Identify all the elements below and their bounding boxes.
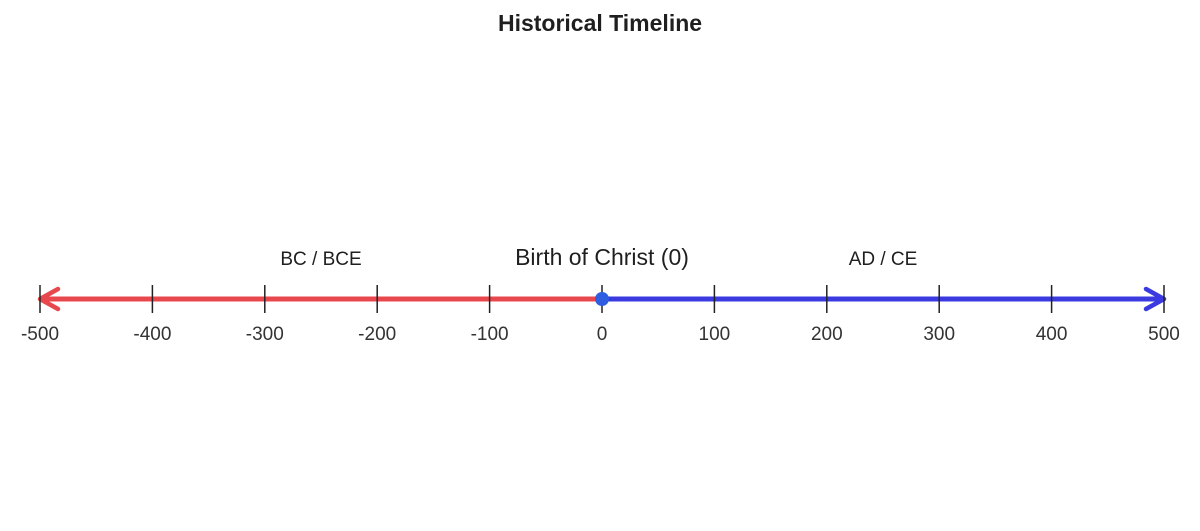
tick-label-400: 400 <box>1036 324 1068 345</box>
tick-label-100: 100 <box>699 324 731 345</box>
tick-label--400: -400 <box>133 324 171 345</box>
tick-label--100: -100 <box>471 324 509 345</box>
tick-label-300: 300 <box>923 324 955 345</box>
tick-label--500: -500 <box>21 324 59 345</box>
timeline-tick-labels: -500 -400 -300 -200 -100 0 100 200 300 400 500 <box>21 324 1180 345</box>
birth-of-christ-label: Birth of Christ (0) <box>515 244 689 270</box>
ad-era-label: AD / CE <box>849 249 918 270</box>
tick-label-200: 200 <box>811 324 843 345</box>
bc-era-label: BC / BCE <box>280 249 361 270</box>
tick-label-500: 500 <box>1148 324 1180 345</box>
chart-title: Historical Timeline <box>497 10 703 36</box>
tick-label-0: 0 <box>597 324 608 345</box>
tick-label--300: -300 <box>246 324 284 345</box>
tick-label--200: -200 <box>358 324 396 345</box>
birth-of-christ-point <box>595 292 609 306</box>
